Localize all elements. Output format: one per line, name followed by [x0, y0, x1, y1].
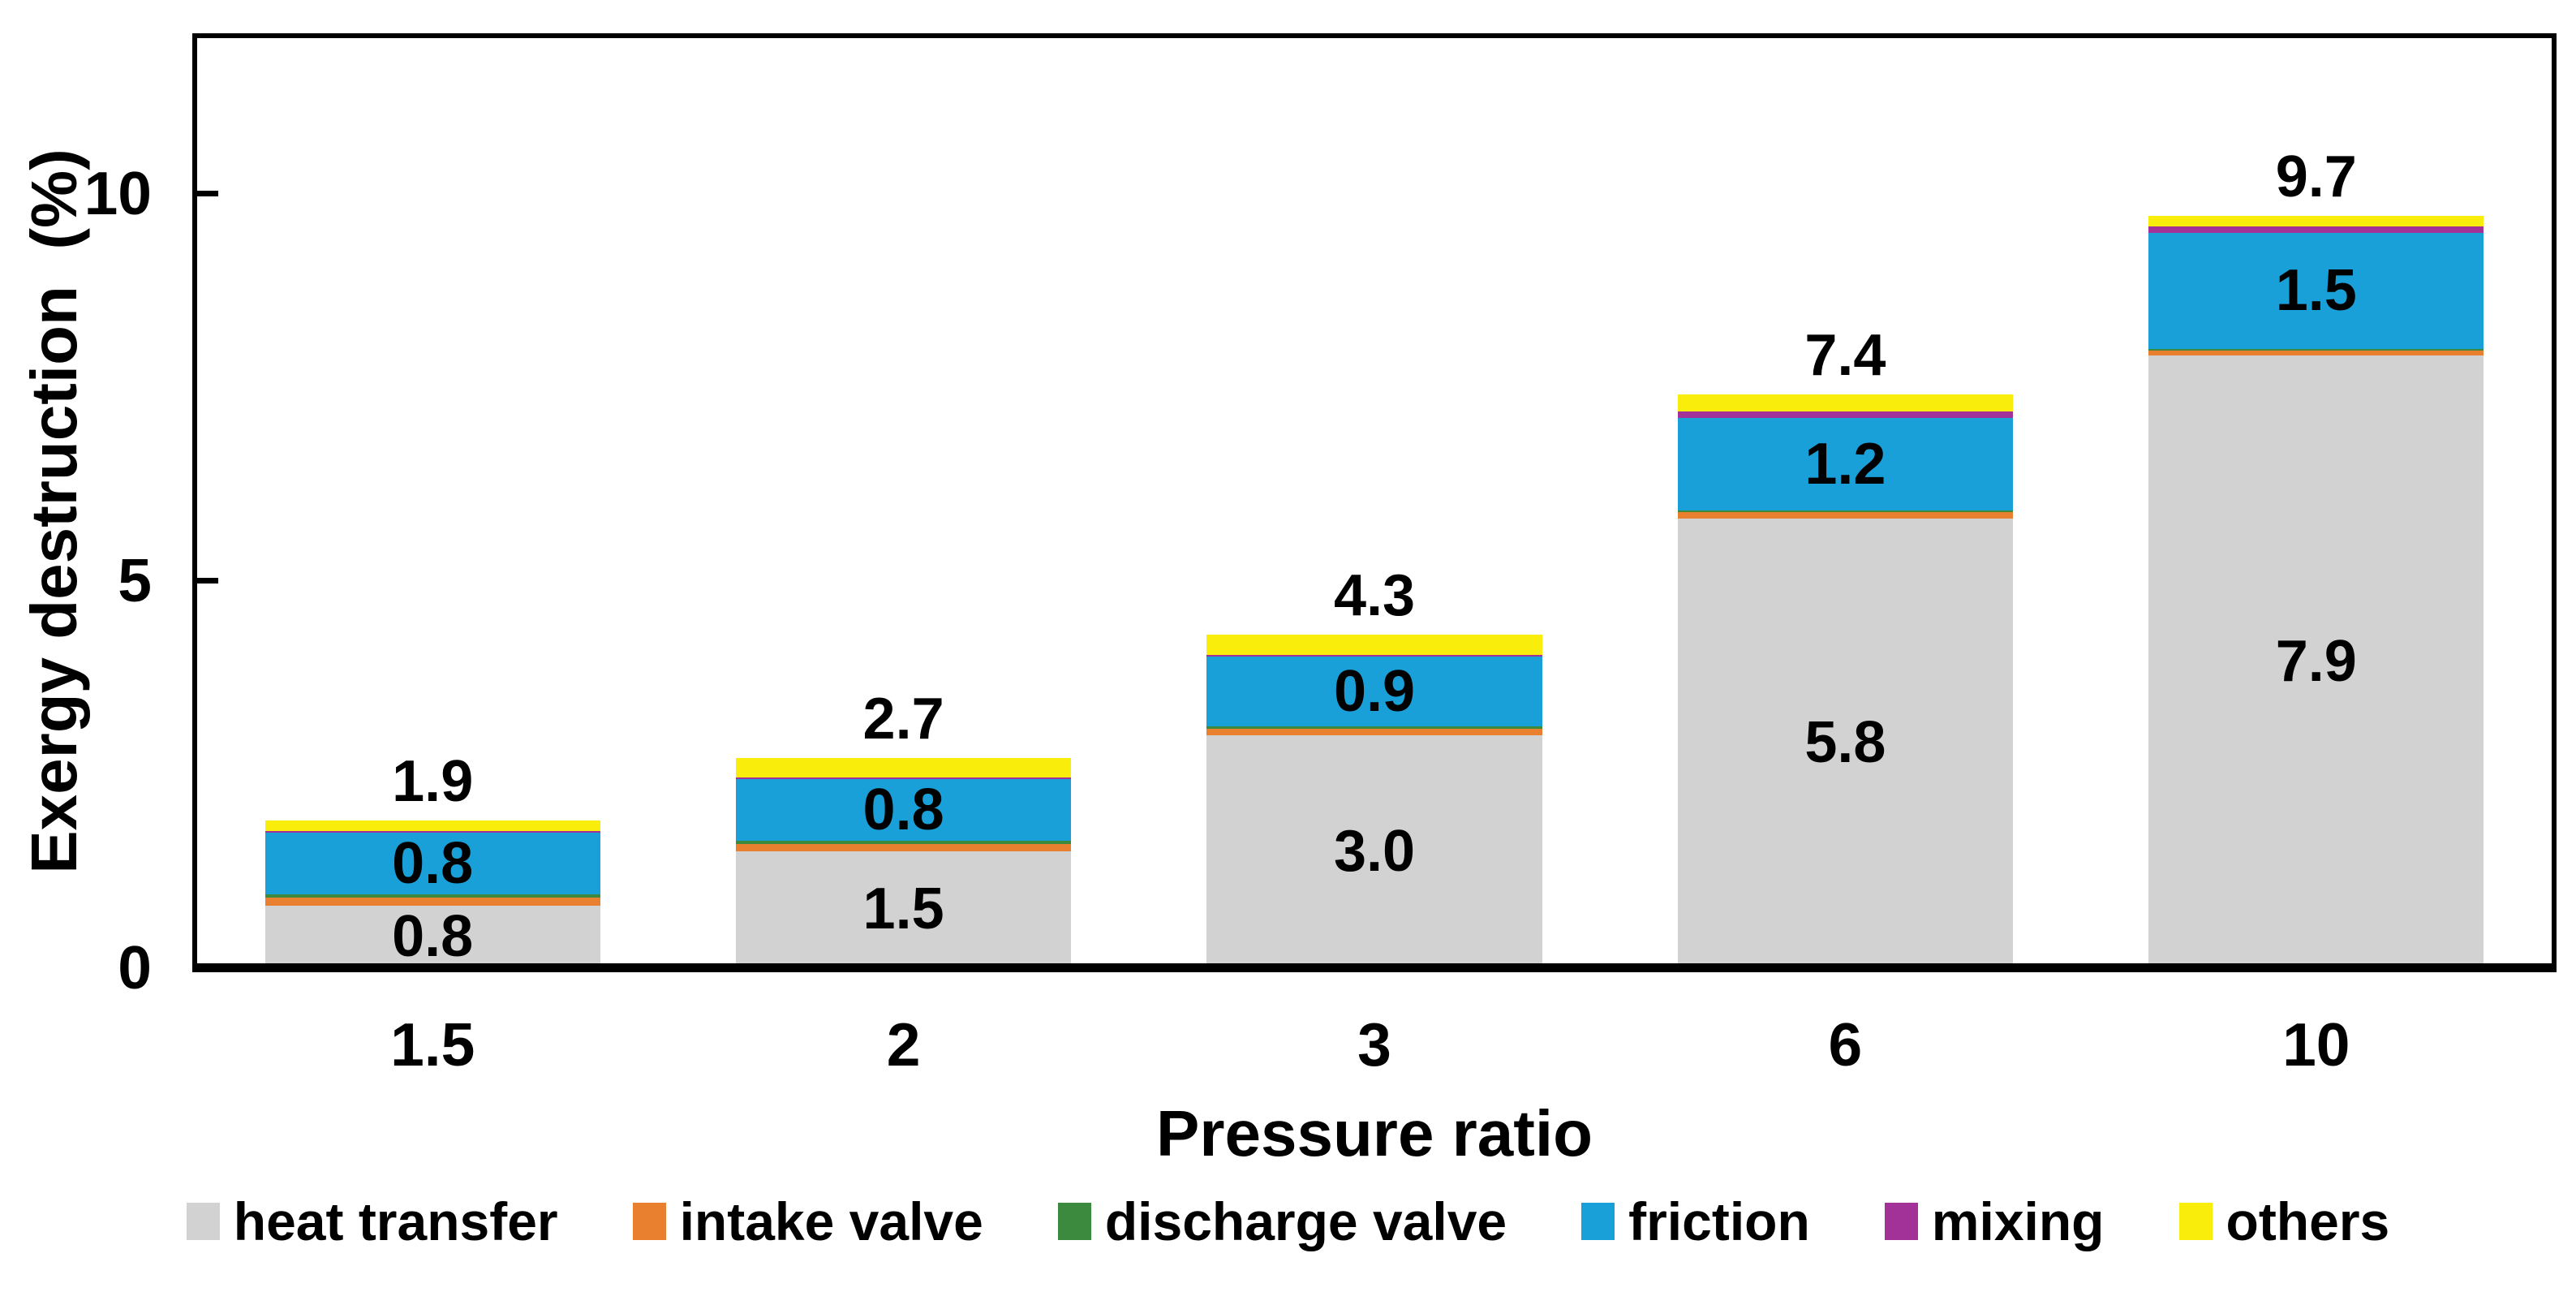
legend-label-others: others: [2226, 1191, 2390, 1251]
x-axis-line: [192, 963, 2557, 972]
bar-3-segment-discharge-valve: [1206, 726, 1542, 730]
bar-10-segment-friction: 1.5: [2148, 232, 2484, 349]
y-tick-label-0: 0: [118, 933, 152, 1001]
legend-item-discharge-valve: discharge valve: [1057, 1191, 1507, 1251]
bar-1-5-segment-discharge-valve: [264, 894, 600, 898]
bar-2-segment-discharge-valve: [735, 841, 1072, 845]
segment-value-label: 1.5: [862, 876, 944, 942]
segment-value-label: 0.8: [392, 903, 474, 969]
bar-10-segment-intake-valve: [2148, 350, 2484, 356]
x-tick-label-1-5: 1.5: [390, 1010, 475, 1079]
bar-total-label-6: 7.4: [1804, 322, 1886, 388]
legend-swatch-mixing: [1884, 1203, 1918, 1240]
legend-swatch-friction: [1581, 1203, 1615, 1240]
plot-area: Pressure ratio 0 5 10 0.8 0.8 1.9 1.5 1.5 0.8 2.7…: [84, 33, 2557, 1169]
legend-item-heat-transfer: heat transfer: [186, 1191, 558, 1251]
bar-2-segment-others: [735, 758, 1072, 778]
bar-6-segment-mixing: [1677, 411, 2013, 418]
x-tick-label-2: 2: [886, 1010, 921, 1079]
bar-6-segment-heat-transfer: 5.8: [1677, 518, 2013, 967]
bar-10-segment-discharge-valve: [2148, 348, 2484, 351]
bar-total-label-10: 9.7: [2275, 144, 2357, 210]
legend-swatch-heat-transfer: [186, 1203, 220, 1240]
legend-item-others: others: [2178, 1191, 2390, 1251]
legend: heat transfer intake valve discharge valve…: [0, 1181, 2576, 1262]
x-tick-label-10: 10: [2282, 1010, 2350, 1079]
legend-label-friction: friction: [1628, 1191, 1810, 1251]
bar-2-segment-friction: 0.8: [735, 777, 1072, 843]
bar-10-segment-others: [2148, 216, 2484, 226]
bar-3-segment-heat-transfer: 3.0: [1206, 734, 1542, 967]
y-axis-title: Exergy destruction (%): [18, 149, 90, 874]
y-tick-mark-10: [197, 190, 218, 196]
legend-item-mixing: mixing: [1884, 1191, 2105, 1251]
segment-value-label: 1.2: [1804, 431, 1886, 497]
x-tick-label-3: 3: [1357, 1010, 1391, 1079]
x-tick-label-6: 6: [1828, 1010, 1863, 1079]
legend-item-intake-valve: intake valve: [632, 1191, 983, 1251]
bar-1-5-segment-others: [264, 820, 600, 832]
y-tick-mark-5: [197, 577, 218, 584]
bar-10-segment-heat-transfer: 7.9: [2148, 355, 2484, 967]
segment-value-label: 0.8: [862, 777, 944, 843]
segment-value-label: 7.9: [2275, 629, 2357, 695]
segment-value-label: 1.5: [2275, 258, 2357, 324]
y-tick-label-5: 5: [118, 545, 152, 614]
legend-swatch-intake-valve: [632, 1203, 666, 1240]
bar-6-segment-discharge-valve: [1677, 510, 2013, 512]
bar-total-label-1-5: 1.9: [392, 748, 474, 814]
bar-3-segment-friction: 0.9: [1206, 657, 1542, 727]
legend-label-heat-transfer: heat transfer: [233, 1191, 558, 1251]
legend-label-intake-valve: intake valve: [679, 1191, 983, 1251]
legend-swatch-discharge-valve: [1057, 1203, 1091, 1240]
bar-1-5-segment-friction: 0.8: [264, 831, 600, 897]
bar-6-segment-intake-valve: [1677, 511, 2013, 519]
bar-3-segment-intake-valve: [1206, 729, 1542, 735]
bar-6-segment-others: [1677, 394, 2013, 411]
bar-2-segment-mixing: [735, 777, 1072, 780]
segment-value-label: 0.8: [392, 831, 474, 897]
bar-10-segment-mixing: [2148, 226, 2484, 233]
bar-6-segment-friction: 1.2: [1677, 417, 2013, 511]
segment-value-label: 0.9: [1333, 659, 1416, 725]
segment-value-label: 3.0: [1333, 818, 1416, 884]
legend-item-friction: friction: [1581, 1195, 1810, 1248]
y-tick-label-10: 10: [84, 158, 152, 227]
bar-3-segment-others: [1206, 634, 1542, 655]
x-axis-title: Pressure ratio: [1155, 1097, 1593, 1169]
bar-total-label-2: 2.7: [862, 687, 944, 752]
bar-3-segment-mixing: [1206, 654, 1542, 657]
bar-2-segment-intake-valve: [735, 844, 1072, 851]
bar-1-5-segment-heat-transfer: 0.8: [264, 903, 600, 969]
legend-label-discharge-valve: discharge valve: [1104, 1191, 1507, 1251]
bar-1-5-segment-intake-valve: [264, 898, 600, 906]
bar-2-segment-heat-transfer: 1.5: [735, 851, 1072, 967]
bar-total-label-3: 4.3: [1333, 562, 1416, 628]
legend-swatch-others: [2178, 1203, 2213, 1240]
legend-label-mixing: mixing: [1931, 1191, 2105, 1251]
bar-1-5-segment-mixing: [264, 831, 600, 833]
segment-value-label: 5.8: [1804, 710, 1886, 776]
